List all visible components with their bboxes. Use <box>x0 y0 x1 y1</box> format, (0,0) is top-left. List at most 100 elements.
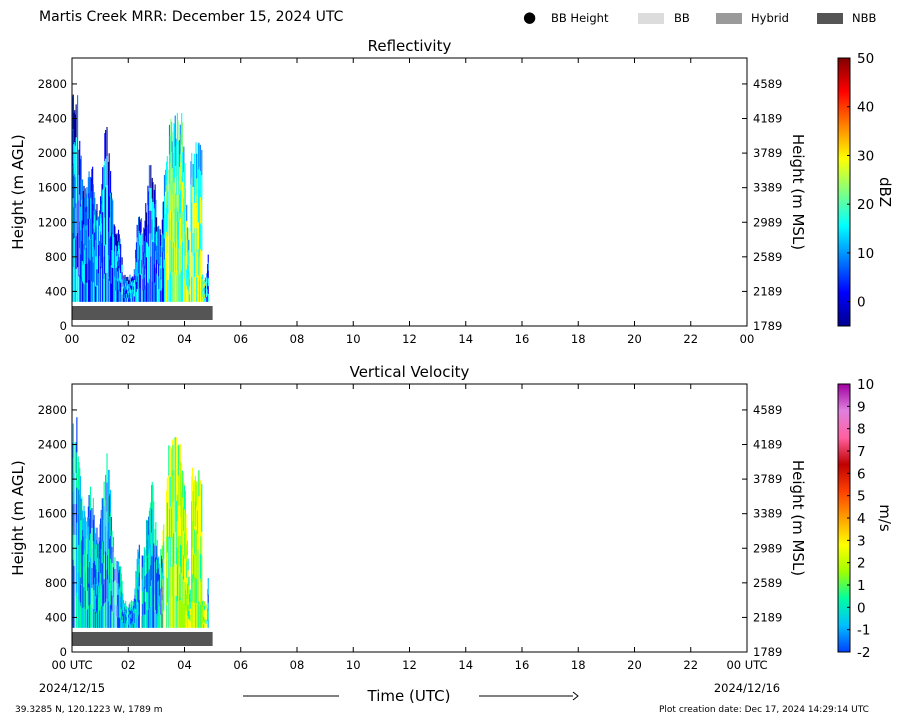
panel1-heatmap-cell <box>143 265 145 278</box>
panel2-heatmap-cell <box>162 579 164 596</box>
panel1-heatmap-cell <box>78 175 80 201</box>
panel1-heatmap-cell <box>207 262 209 271</box>
panel1-heatmap-cell <box>94 284 96 302</box>
panel1-heatmap-cell <box>117 241 120 254</box>
panel1-heatmap-cell <box>73 144 75 176</box>
panel2-heatmap-cell <box>156 559 158 574</box>
panel1-heatmap-cell <box>176 141 178 169</box>
panel1-heatmap-cell <box>100 231 102 250</box>
panel2-heatmap-cell <box>150 604 153 628</box>
panel1-heatmap-cell <box>184 186 186 210</box>
panel2-heatmap-cell <box>79 547 81 575</box>
panel1-heatmap-cell <box>156 217 158 232</box>
panel1-heatmap-cell <box>150 187 152 211</box>
panel2-heatmap-cell <box>111 546 113 564</box>
panel1-xtick-label: 00 <box>740 332 755 346</box>
panel1-heatmap-data <box>72 94 209 302</box>
panel1-heatmap-cell <box>170 118 172 150</box>
panel2-heatmap-cell <box>146 520 148 539</box>
panel2-heatmap-cell <box>100 529 102 550</box>
panel1-heatmap-cell <box>176 275 178 302</box>
panel2-heatmap-cell <box>206 614 209 622</box>
panel1-heatmap-cell <box>130 290 132 294</box>
panel2-heatmap-cell <box>125 600 127 606</box>
panel2-heatmap-cell <box>150 580 153 605</box>
panel1-heatmap-cell <box>78 276 80 302</box>
panel2-heatmap-cell <box>156 613 158 628</box>
panel1-heatmap-cell <box>201 225 203 252</box>
panel1-heatmap-cell <box>177 211 179 242</box>
panel1-heatmap-cell <box>102 212 104 235</box>
panel1-heatmap-cell <box>178 194 180 222</box>
panel1-heatmap-cell <box>171 141 173 169</box>
panel2-heatmap-cell <box>173 596 175 628</box>
panel1-ytick-label: 1200 <box>38 215 67 229</box>
panel1-heatmap-cell <box>105 244 107 274</box>
panel2-heatmap-cell <box>186 569 188 585</box>
panel2-heatmap-cell <box>150 523 152 545</box>
panel1-heatmap-cell <box>186 239 188 253</box>
panel2-heatmap-cell <box>156 554 158 570</box>
panel1-heatmap-cell <box>183 146 185 173</box>
panel2-heatmap-cell <box>110 581 112 605</box>
panel2-heatmap-cell <box>93 571 95 591</box>
panel2-heatmap-cell <box>144 614 146 628</box>
panel1-heatmap-cell <box>83 263 85 283</box>
panel2-heatmap-cell <box>108 575 110 602</box>
panel1-heatmap-cell <box>126 289 128 294</box>
panel1-heatmap-cell <box>106 243 108 273</box>
panel1-heatmap-cell <box>148 191 150 210</box>
panel2-heatmap-cell <box>117 605 119 617</box>
panel2-heatmap-cell <box>194 501 196 527</box>
panel2-heatmap-cell <box>88 583 90 606</box>
panel2-heatmap-cell <box>156 569 158 584</box>
panel2-heatmap-cell <box>136 593 138 605</box>
panel2-heatmap-cell <box>166 559 168 583</box>
panel2-heatmap-cell <box>97 543 99 558</box>
panel2-heatmap-cell <box>77 570 79 600</box>
panel1-heatmap-cell <box>120 272 122 283</box>
panel1-heatmap-cell <box>90 260 92 282</box>
panel2-heatmap-cell <box>118 579 120 590</box>
panel1-heatmap-cell <box>142 244 144 257</box>
panel2-heatmap-cell <box>108 548 110 576</box>
panel2-heatmap-cell <box>187 581 189 594</box>
panel2-heatmap-cell <box>125 605 127 610</box>
panel1-heatmap-cell <box>206 270 209 277</box>
panel1-ylabel: Height (m AGL) <box>9 134 27 249</box>
panel2-heatmap-cell <box>136 558 138 571</box>
panel2-heatmap-cell <box>133 614 135 619</box>
panel2-heatmap-cell <box>83 587 85 608</box>
panel1-heatmap-cell <box>166 180 168 205</box>
panel2-heatmap-cell <box>95 554 97 570</box>
panel2-heatmap-cell <box>144 601 146 615</box>
panel1-heatmap-cell <box>79 167 81 195</box>
panel1-heatmap-cell <box>125 294 127 299</box>
panel1-heatmap-cell <box>133 285 135 291</box>
panel1-heatmap-cell <box>178 220 181 248</box>
panel2-heatmap-cell <box>196 604 199 628</box>
panel2-xtick-label: 02 <box>121 658 136 672</box>
panel1-heatmap-cell <box>153 245 155 265</box>
panel2-heatmap-cell <box>149 547 151 568</box>
panel1-heatmap-cell <box>140 273 143 288</box>
panel2-heatmap-cell <box>183 482 185 507</box>
panel1-heatmap-cell <box>115 246 117 258</box>
panel2-heatmap-cell <box>132 617 134 622</box>
panel2-heatmap-cell <box>73 596 75 628</box>
panel1-heatmap-cell <box>78 149 80 176</box>
panel2-heatmap-cell <box>138 564 140 578</box>
panel2-heatmap-cell <box>198 496 200 523</box>
panel2-heatmap-cell <box>125 609 127 614</box>
panel1-heatmap-cell <box>93 265 95 284</box>
panel2-heatmap-cell <box>98 552 100 568</box>
panel2-heatmap-cell <box>97 599 99 614</box>
panel1-heatmap-cell <box>144 274 146 289</box>
panel1-heatmap-cell <box>81 240 83 262</box>
panel1-heatmap-cell <box>176 113 178 145</box>
panel2-heatmap-cell <box>97 557 99 572</box>
panel2-heatmap-cell <box>205 612 207 617</box>
panel2-heatmap-cell <box>133 601 135 606</box>
panel1-heatmap-cell <box>128 294 130 299</box>
panel2-heatmap-cell <box>102 606 104 628</box>
